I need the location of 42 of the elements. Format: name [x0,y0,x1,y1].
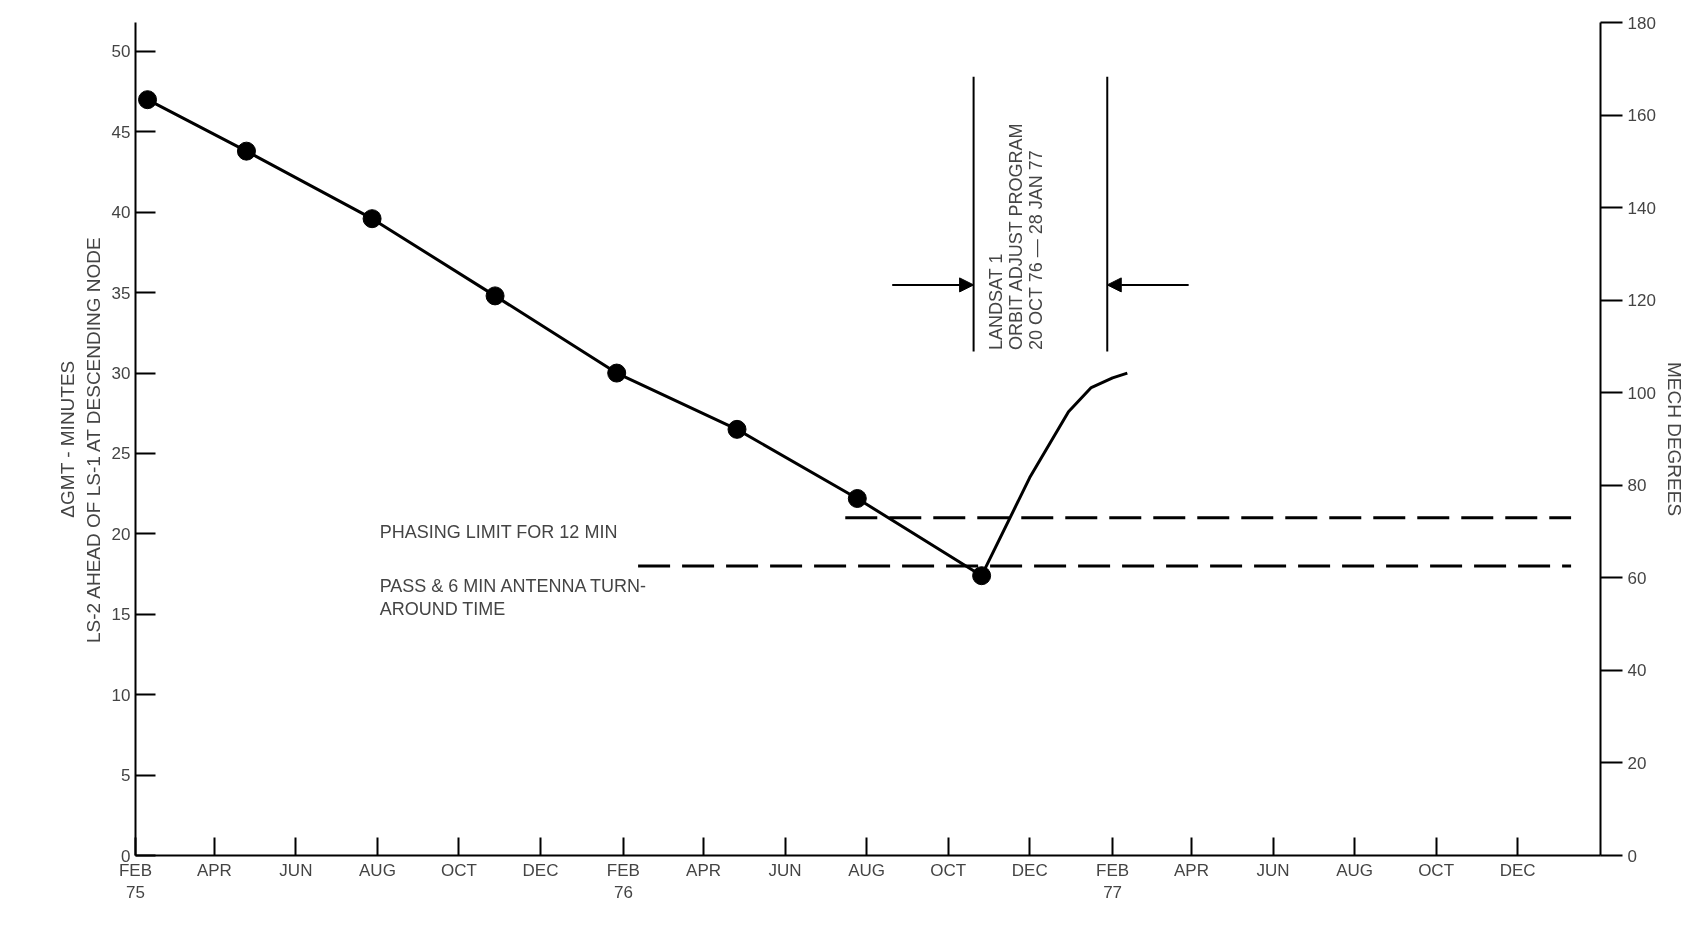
y-tick-label: 5 [121,766,131,786]
x-tick-label: APR [1174,860,1209,880]
y2-tick-label: 180 [1627,13,1656,33]
y2-tick-label: 100 [1627,383,1656,403]
annotation: PHASING LIMIT FOR 12 MIN [379,522,618,543]
x-tick-label: JUN [279,860,313,880]
x-tick-label: DEC [522,860,559,880]
x-tick-label: DEC [1499,860,1536,880]
y2-tick-label: 40 [1627,661,1647,681]
y-tick-label: 30 [111,364,131,384]
y2-tick-label: 60 [1627,568,1647,588]
y2-tick-label: 80 [1627,476,1647,496]
x-tick-label: APR [686,860,722,880]
y-tick-label: 15 [111,605,131,625]
y-tick-label: 35 [111,283,131,303]
x-tick-label: OCT [441,860,477,880]
y2-tick-label: 120 [1627,291,1656,311]
x-tick-label: OCT [1418,860,1455,880]
y-tick-label: 20 [111,524,131,544]
x-tick-label: APR [196,860,232,880]
x-tick-label: JUN [1256,860,1290,880]
x-tick-label: DEC [1011,860,1048,880]
ref-line-label: LANDSAT 1 ORBIT ADJUST PROGRAM 20 OCT 76 — 28 JAN 77 [985,123,1046,350]
x-tick-label: JUN [768,860,802,880]
y-tick-label: 40 [111,203,131,223]
x-tick-label: AUG [1336,860,1373,880]
x-tick-label: FEB 76 [606,860,640,903]
y2-tick-label: 140 [1627,198,1656,218]
y2-tick-label: 0 [1627,846,1637,866]
annotation: PASS & 6 MIN ANTENNA TURN- AROUND TIME [379,575,647,619]
x-tick-label: AUG [359,860,396,880]
y2-axis-title: MECH DEGREES [1663,361,1685,517]
x-tick-label: AUG [848,860,886,880]
x-tick-label: OCT [930,860,967,880]
y-axis-title: ΔGMT - MINUTES LS-2 AHEAD OF LS-1 AT DESCENDING NODE [57,237,104,644]
y-tick-label: 45 [111,122,131,142]
x-tick-label: FEB 77 [1096,860,1130,903]
y-tick-label: 50 [111,42,131,62]
y2-tick-label: 160 [1627,106,1656,126]
y2-tick-label: 20 [1627,753,1647,773]
y-tick-label: 25 [111,444,131,464]
y-tick-label: 10 [111,685,131,705]
